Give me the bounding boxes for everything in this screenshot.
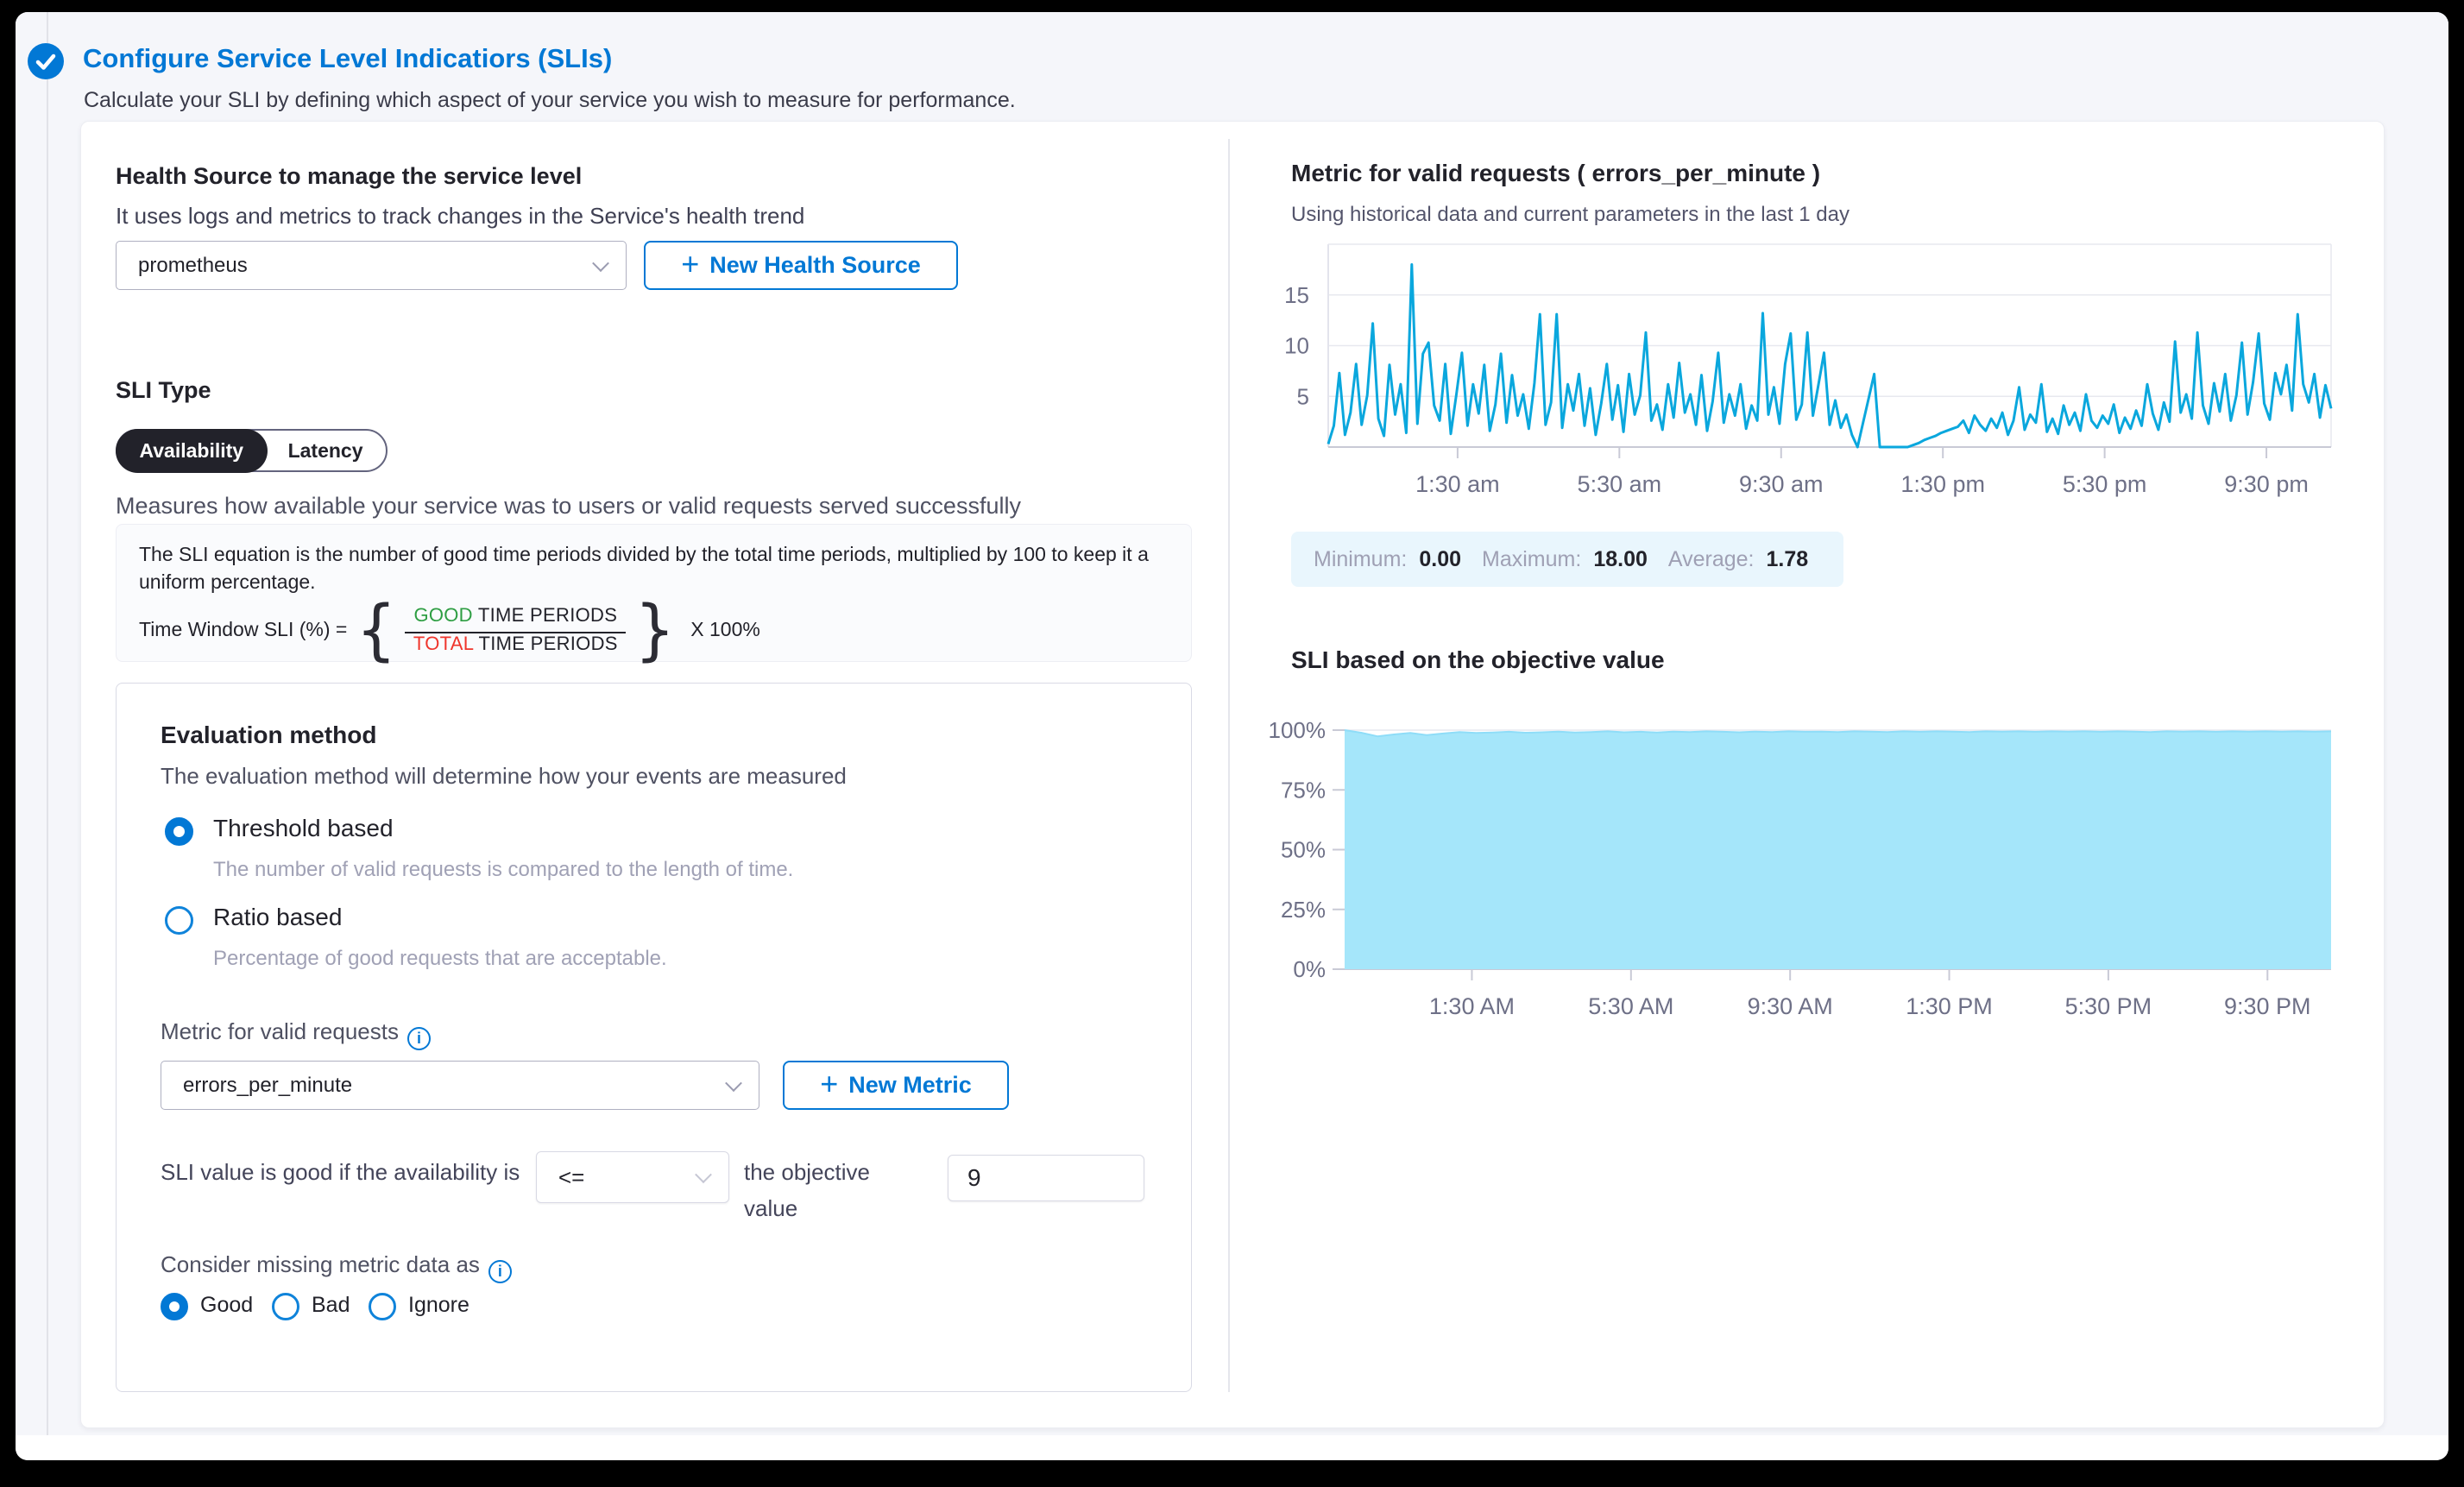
sli-equation-box: The SLI equation is the number of good t… xyxy=(116,524,1192,662)
objective-condition-prefix: SLI value is good if the availability is xyxy=(161,1159,520,1185)
metric-preview-subheading: Using historical data and current parame… xyxy=(1291,203,1850,226)
objective-condition-suffix: the objective value xyxy=(744,1159,870,1221)
missing-data-bad-radio[interactable] xyxy=(272,1293,299,1320)
missing-data-ignore-radio[interactable] xyxy=(369,1293,396,1320)
svg-text:50%: 50% xyxy=(1281,837,1326,863)
ratio-based-radio[interactable] xyxy=(165,906,193,935)
svg-text:15: 15 xyxy=(1284,282,1309,308)
equation-good: GOOD xyxy=(413,604,473,627)
missing-data-good-radio[interactable] xyxy=(161,1293,188,1320)
threshold-based-label[interactable]: Threshold based xyxy=(213,815,394,841)
equation-fraction: GOOD TIME PERIODS TOTAL TIME PERIODS xyxy=(405,602,627,655)
stepper-line xyxy=(47,12,48,1435)
metric-preview-chart: 5 10 15 1:30 am 5:30 am 9:30 am 1:30 pm 5:30 pm… xyxy=(1284,243,2333,497)
svg-text:1:30 PM: 1:30 PM xyxy=(1906,993,1993,1019)
plus-icon: + xyxy=(681,245,700,281)
stat-minimum-label: Minimum: xyxy=(1314,546,1408,571)
info-icon[interactable]: i xyxy=(406,1027,431,1050)
evaluation-description: The evaluation method will determine how… xyxy=(161,763,847,789)
sli-objective-heading: SLI based on the objective value xyxy=(1291,646,1665,673)
sli-equation: Time Window SLI (%) = { GOOD TIME PERIOD… xyxy=(139,590,760,670)
sli-objective-chart: 0% 25% 50% 75% 100% 1:30 AM 5:30 AM 9:30 AM 1:30… xyxy=(1269,717,2332,1019)
page-background: Configure Service Level Indicatiors (SLI… xyxy=(16,12,2448,1460)
valid-requests-metric-select[interactable]: errors_per_minute xyxy=(161,1061,759,1110)
svg-text:9:30 PM: 9:30 PM xyxy=(2224,993,2311,1019)
plus-icon: + xyxy=(820,1065,839,1101)
page-title: Configure Service Level Indicatiors (SLI… xyxy=(83,43,613,73)
svg-text:100%: 100% xyxy=(1269,717,1327,743)
health-source-select[interactable]: prometheus xyxy=(116,241,627,290)
stat-average-label: Average: xyxy=(1667,546,1755,571)
equation-rhs: X 100% xyxy=(690,618,760,641)
comparator-value: <= xyxy=(558,1163,585,1190)
svg-text:5:30 AM: 5:30 AM xyxy=(1588,993,1673,1019)
evaluation-heading: Evaluation method xyxy=(161,721,377,748)
sli-type-option-latency[interactable]: Latency xyxy=(287,438,363,462)
page-subtitle: Calculate your SLI by defining which asp… xyxy=(84,88,1016,112)
missing-metric-data-label: Consider missing metric data as i xyxy=(161,1251,512,1283)
equation-total: TOTAL xyxy=(413,633,474,655)
svg-text:0%: 0% xyxy=(1293,956,1326,982)
svg-text:9:30 AM: 9:30 AM xyxy=(1748,993,1833,1019)
ratio-based-label[interactable]: Ratio based xyxy=(213,904,343,930)
info-icon[interactable]: i xyxy=(488,1260,512,1283)
metric-stats: Minimum: 0.00 Maximum: 18.00 Average: 1.… xyxy=(1291,532,1843,587)
health-source-heading: Health Source to manage the service leve… xyxy=(116,163,583,189)
svg-text:5:30 PM: 5:30 PM xyxy=(2065,993,2152,1019)
svg-text:5: 5 xyxy=(1297,383,1309,409)
chevron-down-icon xyxy=(695,1166,712,1184)
svg-text:9:30 am: 9:30 am xyxy=(1739,471,1824,497)
metric-preview-heading: Metric for valid requests ( errors_per_m… xyxy=(1291,160,1821,186)
health-source-description: It uses logs and metrics to track change… xyxy=(116,203,805,229)
check-icon xyxy=(35,54,56,70)
threshold-based-description: The number of valid requests is compared… xyxy=(213,858,794,881)
app-window: Configure Service Level Indicatiors (SLI… xyxy=(16,12,2448,1460)
stat-maximum-value: 18.00 xyxy=(1593,546,1648,571)
evaluation-method-box: Evaluation method The evaluation method … xyxy=(116,683,1192,1392)
new-metric-button[interactable]: + New Metric xyxy=(783,1061,1009,1110)
stat-minimum-value: 0.00 xyxy=(1419,546,1462,571)
stat-maximum-label: Maximum: xyxy=(1482,546,1582,571)
health-source-select-value: prometheus xyxy=(138,253,248,277)
equation-numerator-rest: TIME PERIODS xyxy=(472,604,618,627)
sli-type-heading: SLI Type xyxy=(116,377,211,403)
svg-text:25%: 25% xyxy=(1281,897,1326,923)
new-metric-button-label: New Metric xyxy=(848,1072,972,1098)
sli-config-card: Health Source to manage the service leve… xyxy=(80,121,2385,1428)
ratio-based-description: Percentage of good requests that are acc… xyxy=(213,947,667,970)
new-health-source-button[interactable]: + New Health Source xyxy=(644,241,958,290)
sli-type-description: Measures how available your service was … xyxy=(116,493,1021,519)
step-complete-icon xyxy=(28,43,64,79)
svg-text:5:30 am: 5:30 am xyxy=(1578,471,1662,497)
threshold-based-radio[interactable] xyxy=(165,817,193,846)
footer-strip xyxy=(16,1435,2448,1460)
chevron-down-icon xyxy=(592,254,609,272)
equation-denominator-rest: TIME PERIODS xyxy=(473,633,618,655)
svg-text:75%: 75% xyxy=(1281,777,1326,803)
chevron-down-icon xyxy=(725,1074,742,1092)
column-divider xyxy=(1228,139,1230,1392)
svg-text:1:30 am: 1:30 am xyxy=(1415,471,1500,497)
new-health-source-button-label: New Health Source xyxy=(709,252,921,278)
svg-text:1:30 pm: 1:30 pm xyxy=(1900,471,1985,497)
valid-requests-metric-value: errors_per_minute xyxy=(183,1073,353,1097)
sli-type-toggle: Availability Latency xyxy=(115,428,388,473)
metric-for-valid-requests-label: Metric for valid requests i xyxy=(161,1018,431,1050)
svg-text:5:30 pm: 5:30 pm xyxy=(2063,471,2147,497)
missing-data-ignore-label[interactable]: Ignore xyxy=(408,1293,469,1317)
sli-equation-text: The SLI equation is the number of good t… xyxy=(139,543,1149,594)
svg-text:1:30 AM: 1:30 AM xyxy=(1429,993,1515,1019)
missing-data-good-label[interactable]: Good xyxy=(200,1293,254,1317)
svg-text:10: 10 xyxy=(1284,333,1309,359)
equation-lhs: Time Window SLI (%) = xyxy=(139,618,348,641)
objective-value-input[interactable] xyxy=(948,1155,1144,1201)
sli-type-option-availability[interactable]: Availability xyxy=(115,428,268,473)
svg-text:9:30 pm: 9:30 pm xyxy=(2224,471,2309,497)
stat-average-value: 1.78 xyxy=(1766,546,1809,571)
missing-data-bad-label[interactable]: Bad xyxy=(312,1293,350,1317)
comparator-select[interactable]: <= xyxy=(536,1151,729,1203)
